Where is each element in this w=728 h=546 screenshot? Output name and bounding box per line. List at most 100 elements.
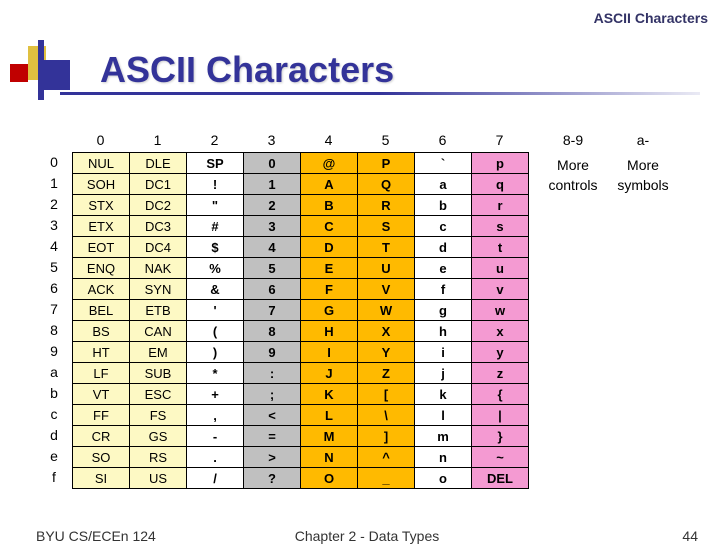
row-label: 1 [36,173,72,194]
row-label: c [36,404,72,425]
ascii-cell: ESC [130,384,187,405]
ascii-cell: EOT [73,237,130,258]
ascii-cell: FF [73,405,130,426]
ascii-cell: T [358,237,415,258]
ascii-cell: ( [187,321,244,342]
ascii-cell: 2 [244,195,301,216]
ascii-cell: o [415,468,472,489]
ascii-grid: NULDLESP0@P`pSOHDC1!1AQaqSTXDC2"2BRbrETX… [72,152,529,489]
ascii-cell: N [301,447,358,468]
ascii-cell: RS [130,447,187,468]
ascii-cell: S [358,216,415,237]
slide-header: ASCII Characters [594,10,708,26]
row-label: 3 [36,215,72,236]
ascii-cell: [ [358,384,415,405]
col-header: 2 [186,132,243,152]
ascii-cell: - [187,426,244,447]
col-header: 0 [72,132,129,152]
footer-page-number: 44 [682,528,698,544]
col-header: 5 [357,132,414,152]
row-label: 8 [36,320,72,341]
ascii-cell: z [472,363,529,384]
col-header: 6 [414,132,471,152]
ascii-cell: % [187,258,244,279]
ascii-cell: STX [73,195,130,216]
ascii-cell: w [472,300,529,321]
extra-col: 8-9Morecontrols [538,132,608,195]
ascii-cell: SO [73,447,130,468]
ascii-cell: DC4 [130,237,187,258]
ascii-cell: m [415,426,472,447]
ascii-cell: g [415,300,472,321]
ascii-cell: q [472,174,529,195]
ascii-cell: A [301,174,358,195]
ascii-cell: b [415,195,472,216]
ascii-cell: VT [73,384,130,405]
ascii-cell: 8 [244,321,301,342]
ascii-cell: SP [187,153,244,174]
ascii-cell: SYN [130,279,187,300]
ascii-cell: SOH [73,174,130,195]
ascii-cell: NUL [73,153,130,174]
ascii-cell: BEL [73,300,130,321]
ascii-cell: DEL [472,468,529,489]
col-header: 1 [129,132,186,152]
ascii-cell: j [415,363,472,384]
ascii-cell: 6 [244,279,301,300]
ascii-cell: ) [187,342,244,363]
ascii-cell: K [301,384,358,405]
row-label: 5 [36,257,72,278]
ascii-cell: $ [187,237,244,258]
ascii-cell: < [244,405,301,426]
ascii-cell: LF [73,363,130,384]
ascii-cell: FS [130,405,187,426]
ascii-cell: f [415,279,472,300]
ascii-cell: \ [358,405,415,426]
ascii-cell: M [301,426,358,447]
ascii-cell: ' [187,300,244,321]
title-area: ASCII Characters [10,40,394,100]
ascii-cell: . [187,447,244,468]
ascii-cell: * [187,363,244,384]
ascii-cell: GS [130,426,187,447]
ascii-cell: ENQ [73,258,130,279]
page-title: ASCII Characters [100,49,394,91]
ascii-cell: NAK [130,258,187,279]
ascii-cell: ; [244,384,301,405]
row-label: 9 [36,341,72,362]
ascii-cell: v [472,279,529,300]
ascii-cell: 7 [244,300,301,321]
ascii-cell: F [301,279,358,300]
ascii-cell: s [472,216,529,237]
ascii-cell: BS [73,321,130,342]
ascii-cell: y [472,342,529,363]
ascii-cell: ] [358,426,415,447]
ascii-cell: CR [73,426,130,447]
ascii-cell: } [472,426,529,447]
ascii-cell: 4 [244,237,301,258]
col-header: 7 [471,132,528,152]
row-label: 0 [36,152,72,173]
ascii-cell: CAN [130,321,187,342]
ascii-cell: Z [358,363,415,384]
ascii-cell: i [415,342,472,363]
ascii-cell: B [301,195,358,216]
ascii-cell: p [472,153,529,174]
ascii-cell: + [187,384,244,405]
ascii-cell: { [472,384,529,405]
ascii-cell: G [301,300,358,321]
ascii-cell: 1 [244,174,301,195]
ascii-cell: L [301,405,358,426]
extra-col: a-Moresymbols [608,132,678,195]
row-label: e [36,446,72,467]
ascii-cell: a [415,174,472,195]
title-underline [60,92,700,95]
ascii-cell: | [472,405,529,426]
ascii-cell: DC3 [130,216,187,237]
col-header: 4 [300,132,357,152]
ascii-cell: D [301,237,358,258]
ascii-cell: ! [187,174,244,195]
ascii-cell: ^ [358,447,415,468]
ascii-cell: ETX [73,216,130,237]
ascii-cell: Y [358,342,415,363]
